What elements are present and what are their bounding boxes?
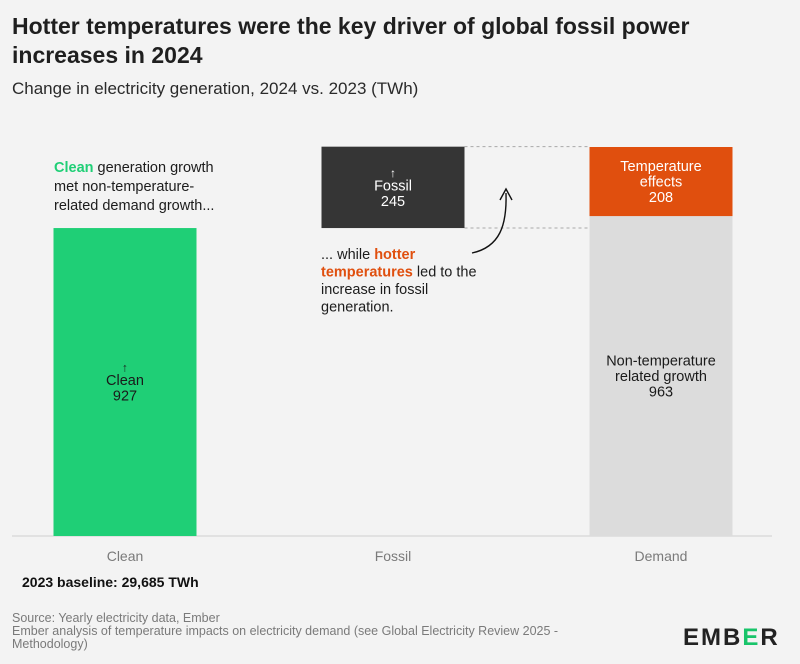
source-line: Methodology) [12,637,88,651]
source-line: Ember analysis of temperature impacts on… [12,624,559,638]
chart-subtitle: Change in electricity generation, 2024 v… [12,79,419,98]
bar-non-temperature-related-growth [589,216,733,536]
clean-annotation-text: related demand growth... [54,198,214,214]
clean-annotation-line: Clean generation growth [54,160,214,176]
bar-arrow-icon: ↑ [390,166,396,180]
bar-arrow-icon: ↑ [122,361,128,375]
fossil-annotation-line: ... while hotter [321,247,416,263]
clean-annotation-text: generation growth [94,160,214,176]
bar-value: 245 [381,194,405,210]
bar-label: effects [640,175,682,191]
bar-label: related growth [615,369,707,385]
fossil-annotation-text: hotter [374,247,415,263]
clean-annotation-line: met non-temperature- [54,179,194,195]
bar-value: 208 [649,190,673,206]
baseline-note: 2023 baseline: 29,685 TWh [22,574,199,590]
ember-logo: EMBER [683,624,780,651]
source-line: Source: Yearly electricity data, Ember [12,611,220,625]
clean-annotation-line: related demand growth... [54,198,214,214]
x-tick-label: Clean [107,548,144,564]
fossil-annotation-text: ... while [321,247,374,263]
fossil-annotation-line: temperatures led to the [321,265,477,281]
fossil-annotation-text: increase in fossil [321,282,428,298]
fossil-annotation-line: increase in fossil [321,282,428,298]
bar-label: Non-temperature [606,354,716,370]
fossil-annotation-text: generation. [321,300,394,316]
clean-annotation-text: Clean [54,160,94,176]
bar-value: 963 [649,385,673,401]
annotation-arrow [471,192,507,254]
bar-label: Temperature [620,159,701,175]
fossil-annotation-text: temperatures [321,265,413,281]
clean-annotation-text: met non-temperature- [54,179,194,195]
bar-temperature-effects [589,147,733,217]
chart-title: Hotter temperatures were the key driver … [12,13,690,68]
bar-label: Fossil [374,178,412,194]
bar-fossil [321,146,465,229]
bar-label: Clean [106,373,144,389]
bar-clean [53,228,197,536]
fossil-annotation-text: led to the [413,265,477,281]
annotation-arrowhead-icon [499,187,513,201]
fossil-annotation-line: generation. [321,300,394,316]
bar-value: 927 [113,389,137,405]
x-tick-label: Demand [635,548,688,564]
x-tick-label: Fossil [375,548,412,564]
source-note: Source: Yearly electricity data, Ember E… [12,612,652,651]
